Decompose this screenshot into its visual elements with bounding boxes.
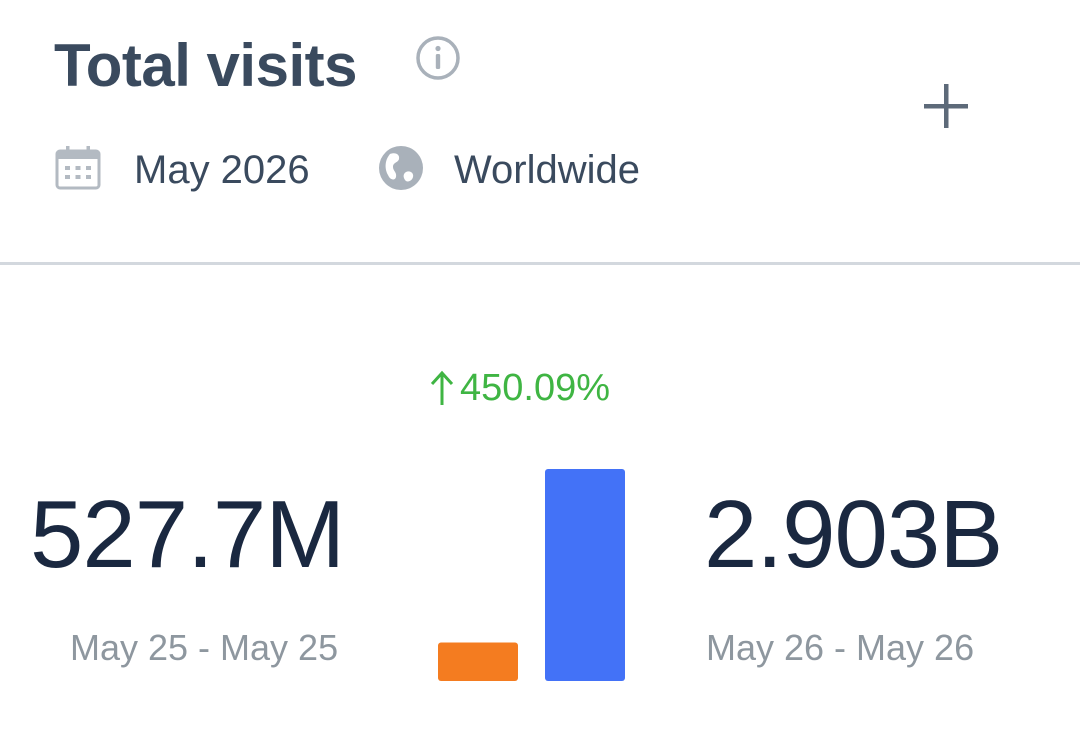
- previous-range: May 25 - May 25: [70, 627, 339, 668]
- region-filter[interactable]: Worldwide: [376, 140, 640, 200]
- region-label: Worldwide: [454, 148, 640, 192]
- globe-icon: [376, 143, 426, 198]
- header-divider: [0, 262, 1080, 265]
- plus-icon: [924, 84, 968, 128]
- comparison-bar-chart: [438, 469, 625, 681]
- info-icon[interactable]: [414, 34, 462, 82]
- current-range: May 26 - May 26: [706, 627, 975, 668]
- add-button[interactable]: [920, 80, 972, 132]
- previous-value: 527.7M: [30, 481, 345, 588]
- current-value: 2.903B: [704, 481, 1003, 588]
- arrow-up-icon: [430, 370, 454, 405]
- date-filter[interactable]: May 2026: [54, 140, 310, 200]
- calendar-icon: [54, 144, 102, 197]
- bar-previous: [438, 642, 518, 681]
- change-percent: 450.09%: [460, 366, 611, 409]
- widget-header: Total visits: [0, 0, 1080, 262]
- date-label: May 2026: [134, 148, 310, 192]
- widget-title: Total visits: [54, 32, 357, 99]
- change-indicator: 450.09%: [428, 362, 610, 414]
- bar-current: [545, 469, 625, 681]
